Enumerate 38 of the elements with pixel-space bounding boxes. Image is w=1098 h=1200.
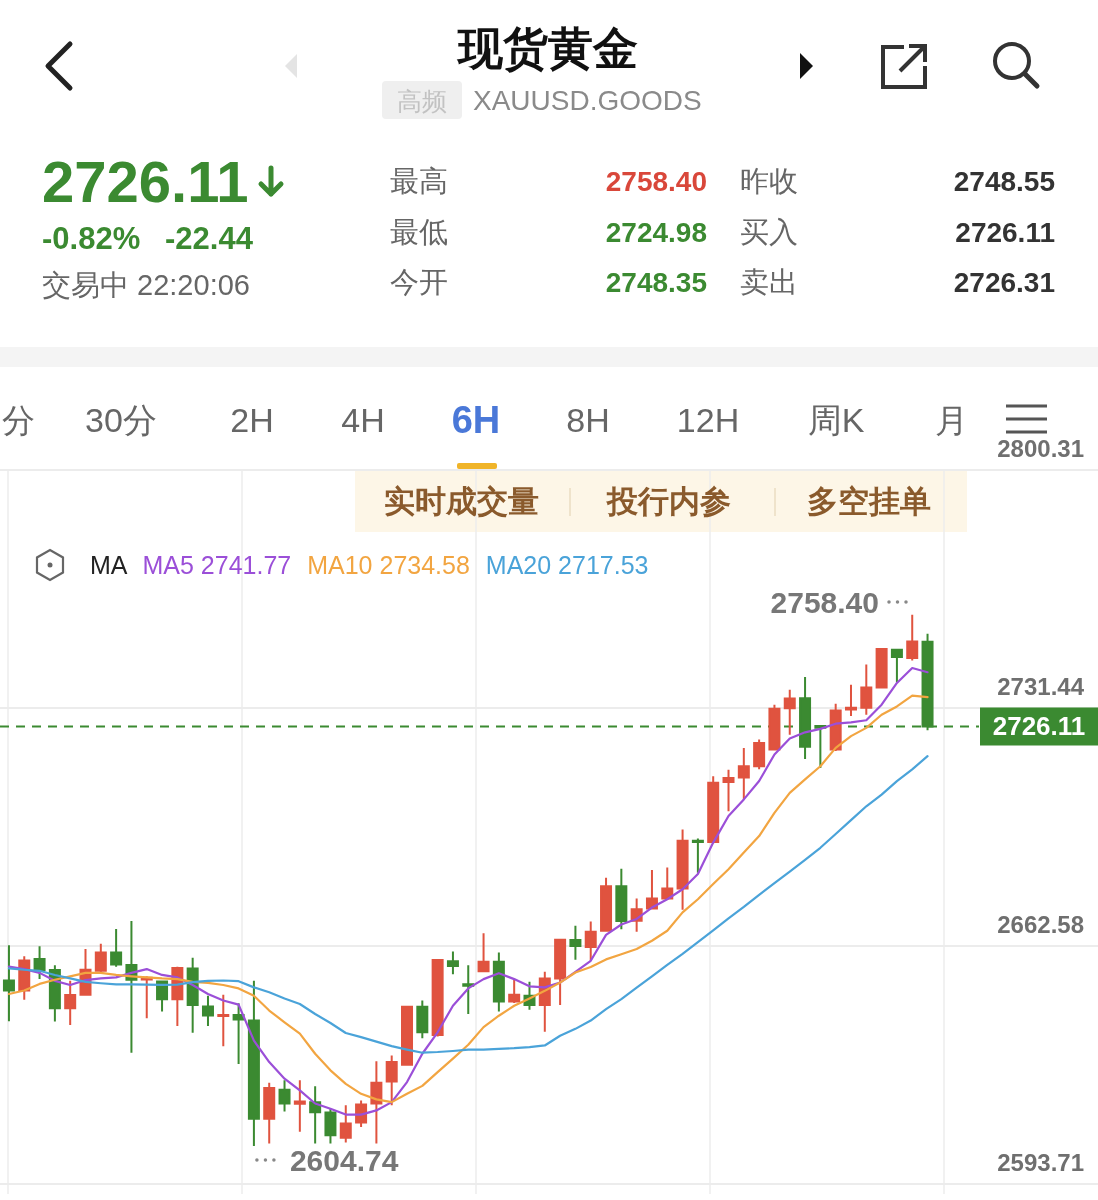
text: -0.82% <box>42 221 141 256</box>
text: 8H <box>566 401 610 439</box>
text: 今开 <box>390 266 448 298</box>
y-tick-label: 2731.44 <box>997 673 1085 701</box>
text: 月 <box>934 402 968 439</box>
text: 最高 <box>390 165 448 197</box>
text: 4H <box>341 401 385 439</box>
text: 2726.11 <box>955 217 1055 248</box>
text: 2758.40 <box>605 166 707 197</box>
text: 分 <box>2 402 35 439</box>
annotation: 投行内参 <box>606 484 731 519</box>
note: 2758.40 <box>770 586 915 619</box>
y-tick-label: 2662.58 <box>997 910 1084 938</box>
annotation: 实时成交量 <box>383 484 539 519</box>
text: 2H <box>230 401 274 439</box>
text: 交易中 22:20:06 <box>42 269 250 301</box>
annotation: 多空挂单 <box>807 484 931 519</box>
price-tag: 2726.11 <box>980 707 1098 746</box>
text: 2748.55 <box>953 166 1055 197</box>
text: 2726.31 <box>953 267 1055 298</box>
text: 最低 <box>390 216 448 248</box>
text: 卖出 <box>740 266 798 298</box>
annotation: 2604.74 <box>289 1143 399 1177</box>
annotation: 2758.40 <box>770 586 879 619</box>
text: 买入 <box>740 216 798 248</box>
text: 2724.98 <box>605 217 707 248</box>
text: 2748.35 <box>605 267 707 298</box>
text: 周K <box>807 401 865 439</box>
text: 2726.11 <box>42 149 249 214</box>
y-tick-label: 2800.31 <box>997 435 1084 462</box>
text: -22.44 <box>165 221 254 256</box>
text: 12H <box>676 401 740 439</box>
y-tick-label: 2593.71 <box>997 1149 1084 1176</box>
text: 6H <box>451 399 501 441</box>
note: 2604.74 <box>255 1143 399 1177</box>
text: 30分 <box>85 401 157 439</box>
text: 昨收 <box>740 165 798 197</box>
legend: MA MA5 2741.77 MA10 2734.58 MA20 2717.53 <box>90 551 649 579</box>
